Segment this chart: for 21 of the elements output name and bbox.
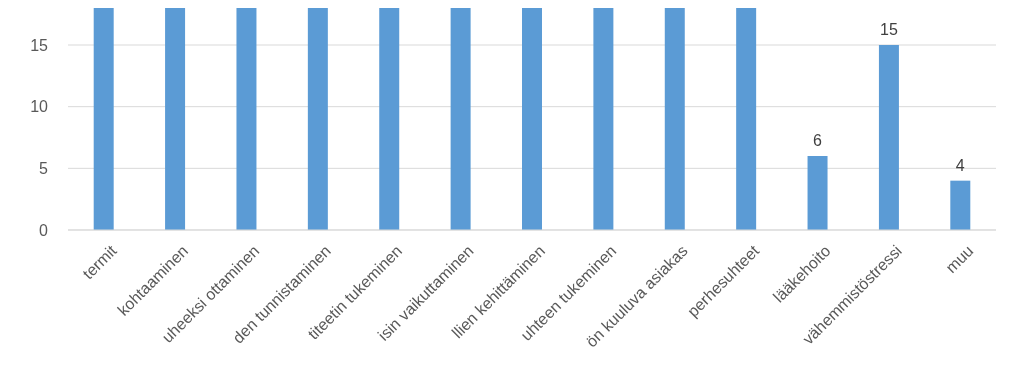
y-tick-label: 15 [30, 36, 49, 54]
bar [236, 8, 257, 230]
bar [736, 8, 757, 230]
bar [878, 45, 899, 230]
x-tick-label: muu [942, 242, 977, 277]
data-label: 6 [813, 132, 823, 149]
bar [450, 8, 471, 230]
bar [950, 180, 971, 230]
bar [593, 8, 614, 230]
bar [93, 8, 114, 230]
data-label: 15 [880, 21, 898, 38]
y-tick-label: 5 [39, 159, 49, 177]
bar [307, 8, 328, 230]
bar [165, 8, 186, 230]
y-tick-label: 0 [39, 221, 49, 239]
bar [807, 156, 828, 230]
data-label: 4 [955, 156, 965, 174]
bar [379, 8, 400, 230]
y-tick-label: 10 [30, 98, 49, 116]
bar [522, 8, 542, 230]
bar [664, 8, 685, 230]
